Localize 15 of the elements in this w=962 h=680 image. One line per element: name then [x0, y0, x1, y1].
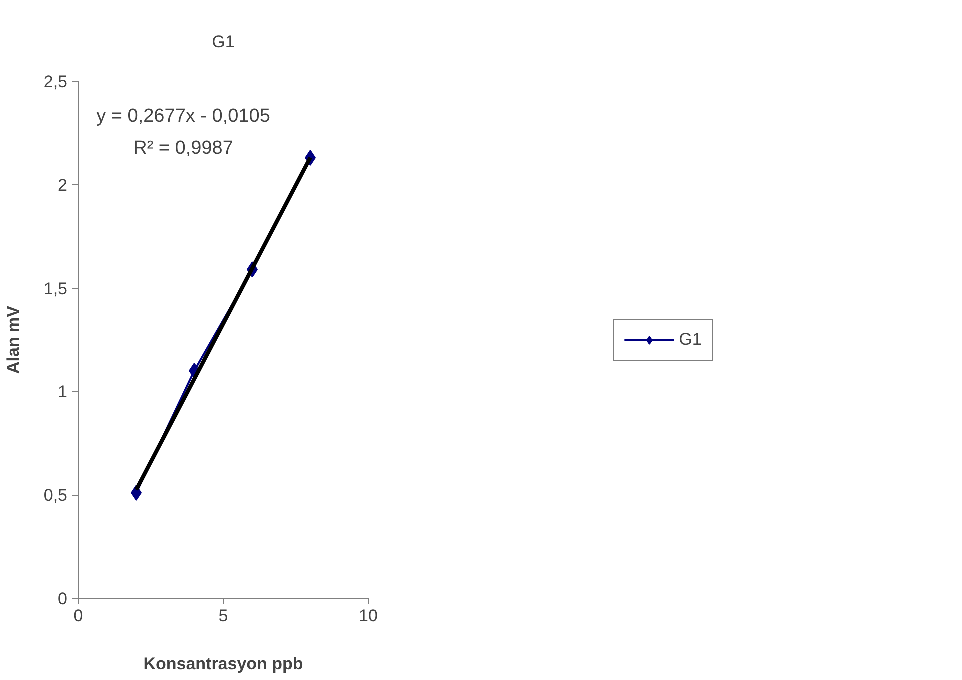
x-axis-title: Konsantrasyon ppb — [144, 654, 304, 674]
x-tick-label: 0 — [74, 606, 84, 626]
x-tick-label: 10 — [359, 606, 378, 626]
y-tick-label: 0,5 — [44, 486, 68, 506]
y-axis-title: Alan mV — [4, 305, 23, 374]
legend-label: G1 — [679, 330, 702, 350]
annotation: y = 0,2677x - 0,0105 — [96, 106, 270, 127]
y-tick-label: 2,5 — [44, 72, 68, 92]
y-tick-label: 0 — [58, 590, 68, 608]
y-tick-label: 1,5 — [44, 279, 68, 298]
annotation: R² = 0,9987 — [134, 138, 234, 159]
y-tick-label: 1 — [58, 382, 68, 402]
chart-title: G1 — [212, 32, 235, 52]
y-tick-label: 2 — [58, 176, 68, 195]
x-tick-label: 5 — [218, 606, 228, 626]
